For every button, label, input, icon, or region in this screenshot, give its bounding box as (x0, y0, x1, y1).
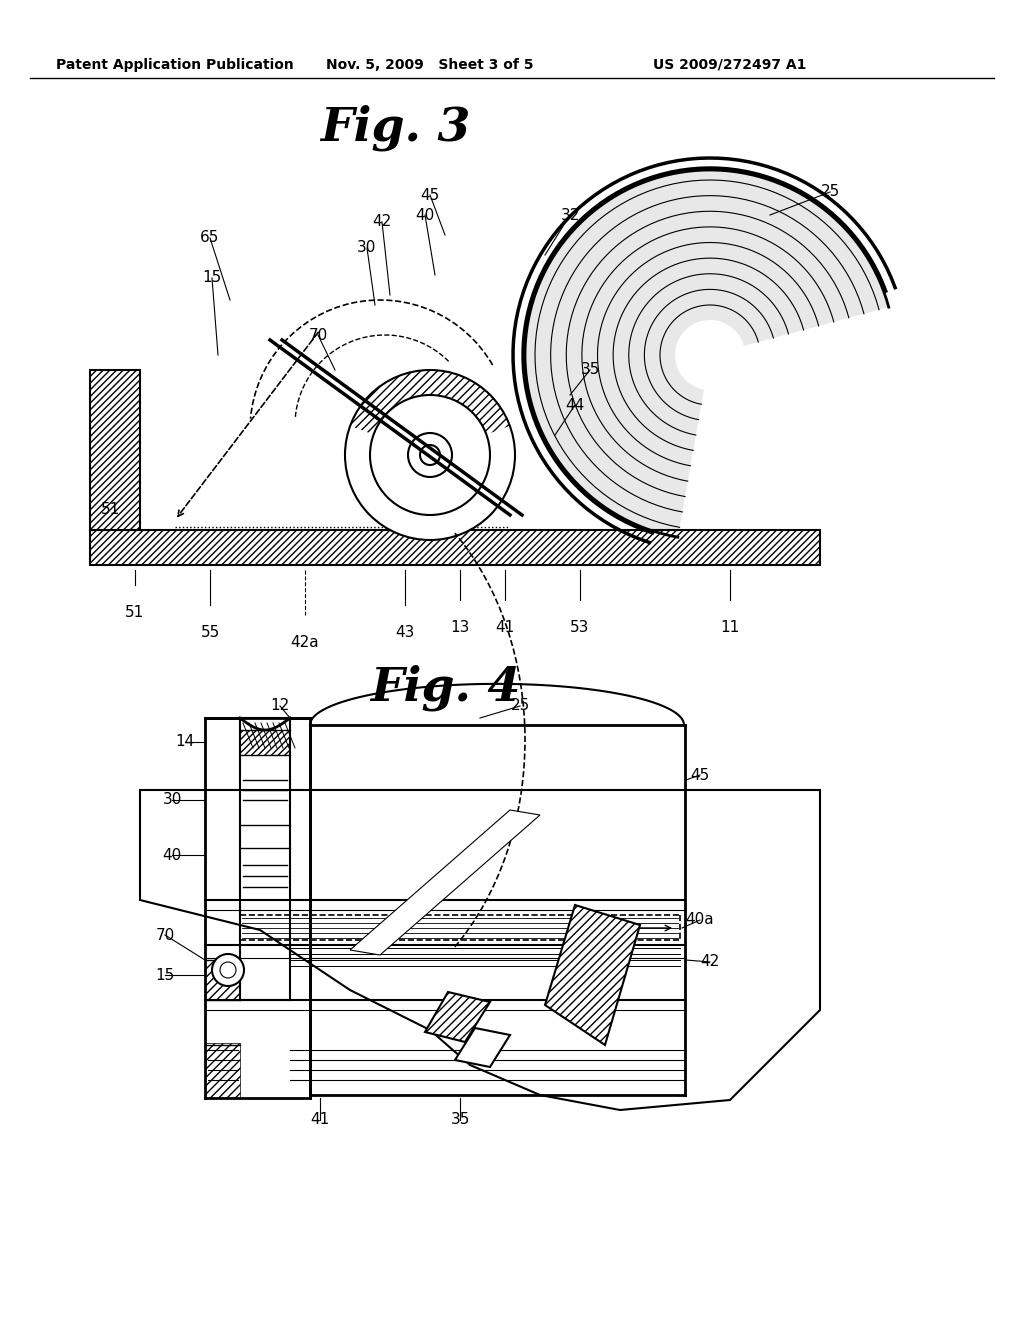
Text: 55: 55 (201, 624, 219, 640)
Text: 41: 41 (496, 620, 515, 635)
Text: 14: 14 (175, 734, 195, 750)
Circle shape (420, 445, 440, 465)
Text: 51: 51 (125, 605, 144, 620)
Text: 25: 25 (820, 185, 840, 199)
Text: 41: 41 (310, 1113, 330, 1127)
Text: 13: 13 (451, 620, 470, 635)
Polygon shape (455, 1028, 510, 1067)
Text: 40: 40 (163, 847, 181, 862)
Text: 32: 32 (560, 207, 580, 223)
Text: 43: 43 (395, 624, 415, 640)
Text: 42a: 42a (291, 635, 319, 649)
Polygon shape (525, 170, 889, 537)
Text: 15: 15 (156, 968, 175, 982)
Text: 70: 70 (308, 327, 328, 342)
Text: 42: 42 (700, 954, 720, 969)
FancyBboxPatch shape (90, 370, 140, 531)
Text: 40: 40 (416, 207, 434, 223)
Text: 25: 25 (510, 698, 529, 714)
Circle shape (212, 954, 244, 986)
Text: 51: 51 (100, 503, 120, 517)
Text: 15: 15 (203, 271, 221, 285)
Text: 35: 35 (581, 363, 600, 378)
Text: 44: 44 (565, 397, 585, 412)
Circle shape (345, 370, 515, 540)
Text: Nov. 5, 2009   Sheet 3 of 5: Nov. 5, 2009 Sheet 3 of 5 (327, 58, 534, 73)
Polygon shape (350, 810, 540, 954)
Circle shape (408, 433, 452, 477)
Text: Patent Application Publication: Patent Application Publication (56, 58, 294, 73)
Text: US 2009/272497 A1: US 2009/272497 A1 (653, 58, 807, 73)
Text: 53: 53 (570, 620, 590, 635)
FancyBboxPatch shape (90, 531, 820, 565)
Circle shape (370, 395, 490, 515)
Text: Fig. 3: Fig. 3 (319, 104, 470, 152)
Text: 30: 30 (163, 792, 181, 808)
Text: 42: 42 (373, 214, 391, 230)
Text: 30: 30 (357, 240, 377, 256)
Text: 70: 70 (156, 928, 175, 942)
Polygon shape (545, 906, 640, 1045)
Text: 11: 11 (720, 620, 739, 635)
Circle shape (220, 962, 236, 978)
Text: 45: 45 (421, 187, 439, 202)
Text: 65: 65 (201, 231, 220, 246)
Text: 35: 35 (451, 1113, 470, 1127)
Text: 45: 45 (690, 767, 710, 783)
Text: Fig. 4: Fig. 4 (370, 665, 520, 711)
Polygon shape (140, 789, 820, 1110)
Text: 12: 12 (270, 698, 290, 714)
Text: 40a: 40a (686, 912, 715, 928)
Polygon shape (425, 993, 490, 1041)
